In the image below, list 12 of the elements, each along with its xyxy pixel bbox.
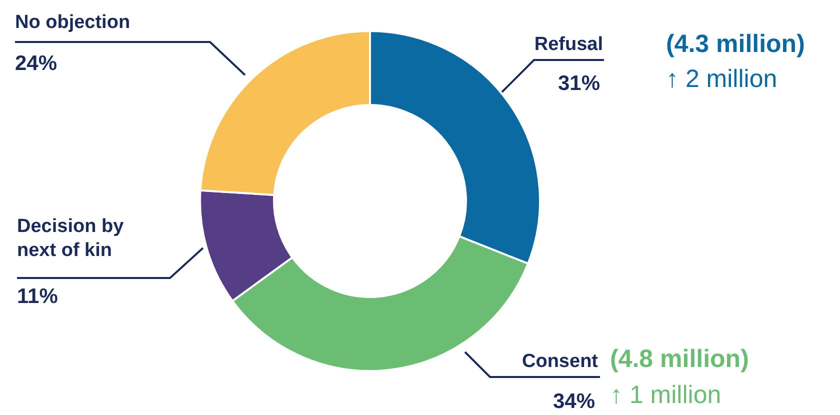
text: ↑ 1 million xyxy=(610,381,722,409)
slice-label: Consent xyxy=(522,351,599,372)
slice-label: Decision by next of kin xyxy=(17,216,124,261)
text: ↑ 2 million xyxy=(666,65,778,93)
data-label: 24% xyxy=(15,52,58,75)
text: (4.3 million) xyxy=(666,30,805,58)
data-label: 34% xyxy=(553,390,596,413)
slice-label: No objection xyxy=(15,12,130,33)
slice-label: Refusal xyxy=(534,34,603,55)
data-label: 11% xyxy=(17,285,58,308)
data-label: 31% xyxy=(558,72,600,95)
text: (4.8 million) xyxy=(610,345,749,373)
